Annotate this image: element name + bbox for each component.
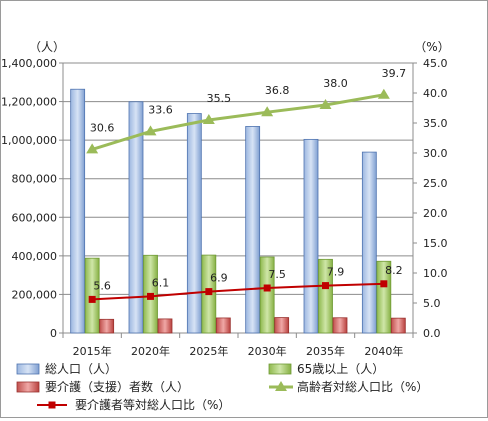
y-left-tick-label: 0: [50, 327, 57, 340]
legend-label: 総人口（人）: [45, 362, 117, 376]
y-right-tick-label: 25.0: [423, 177, 448, 190]
axes: 0 200,000 400,000 600,000 800,000 1,000,000 1,…: [1, 40, 450, 358]
triangle-marker: [202, 114, 215, 124]
y-right-tick-label: 15.0: [423, 237, 448, 250]
y-left-tick-label: 1,000,000: [1, 134, 57, 147]
data-label: 7.9: [327, 266, 345, 279]
legend-marker: [48, 401, 56, 409]
triangle-marker: [144, 125, 157, 136]
legend-marker: [275, 381, 287, 391]
square-marker: [88, 295, 96, 303]
square-marker: [322, 282, 329, 290]
y-left-unit-label: （人）: [29, 40, 65, 54]
bar: [259, 256, 275, 334]
x-tick-label: 2025年: [189, 344, 228, 358]
bar: [215, 317, 231, 334]
data-label: 30.6: [90, 121, 115, 134]
gridlines: [62, 62, 414, 334]
bar: [303, 138, 319, 334]
bar: [361, 151, 377, 334]
x-tick-label: 2020年: [131, 344, 170, 358]
data-label: 36.8: [265, 84, 290, 97]
legend-swatch: [268, 363, 292, 375]
y-left-tick-label: 800,000: [12, 173, 58, 186]
triangle-marker: [319, 99, 332, 109]
data-label: 7.5: [268, 268, 286, 281]
data-label: 35.5: [207, 92, 232, 105]
y-right-tick-label: 35.0: [423, 117, 448, 130]
y-left-tick-label: 600,000: [12, 211, 58, 224]
data-label: 5.6: [93, 279, 111, 292]
triangle-marker: [377, 88, 390, 99]
bar: [99, 318, 115, 334]
data-label: 8.2: [385, 264, 403, 277]
y-right-tick-label: 40.0: [423, 87, 448, 100]
legend-label: 高齢者対総人口比（%）: [297, 379, 428, 394]
bar: [390, 317, 406, 334]
bar: [157, 318, 173, 334]
bar: [376, 260, 392, 334]
legend-swatch: [16, 381, 40, 393]
x-tick-label: 2015年: [73, 344, 112, 358]
y-right-tick-label: 20.0: [423, 207, 448, 220]
x-tick-label: 2040年: [364, 344, 403, 358]
bar: [70, 88, 86, 334]
square-marker: [147, 292, 154, 300]
y-right-tick-label: 0.0: [423, 327, 441, 340]
series-line: [92, 282, 384, 301]
bar: [128, 101, 144, 334]
bar: [84, 257, 100, 334]
bar: [318, 258, 333, 334]
bar: [274, 317, 290, 334]
y-right-unit-label: （%）: [414, 40, 449, 54]
plot-area: [62, 62, 414, 334]
y-left-tick-label: 200,000: [12, 288, 58, 301]
y-right-tick-label: 45.0: [423, 57, 448, 70]
square-marker: [380, 280, 388, 288]
data-label: 6.9: [210, 272, 228, 285]
y-right-tick-label: 5.0: [423, 297, 441, 310]
line-series: 30.6 33.6 35.5 36.8 38.0 39.7 5.6 6.1 6.9 7.5 7.9 8…: [86, 67, 406, 303]
legend-label: 要介護（支援）者数（人）: [45, 379, 189, 394]
x-tick-label: 2035年: [306, 344, 345, 358]
data-label: 6.1: [152, 276, 170, 289]
triangle-marker: [261, 106, 274, 117]
square-marker: [205, 288, 213, 296]
y-left-tick-label: 400,000: [12, 250, 58, 263]
data-label: 39.7: [382, 67, 407, 80]
bar: [245, 126, 261, 334]
y-right-tick-label: 10.0: [423, 267, 448, 280]
legend-swatch: [16, 363, 40, 375]
y-left-tick-label: 1,200,000: [1, 96, 57, 109]
data-label: 38.0: [323, 77, 348, 90]
y-left-tick-label: 1,400,000: [1, 57, 57, 70]
y-right-tick-label: 30.0: [423, 147, 448, 160]
bar: [332, 317, 348, 334]
x-tick-label: 2030年: [248, 344, 287, 358]
data-label: 33.6: [148, 103, 173, 116]
bar-series: [70, 88, 406, 334]
legend: 総人口（人） 65歳以上（人） 要介護（支援）者数（人） 高齢者対総人口比（%） 要介護…: [16, 362, 428, 412]
triangle-marker: [86, 143, 99, 154]
legend-label: 65歳以上（人）: [297, 362, 384, 376]
square-marker: [263, 284, 271, 292]
series-line: [91, 93, 385, 151]
bar: [186, 113, 202, 334]
legend-label: 要介護者等対総人口比（%）: [75, 397, 230, 412]
